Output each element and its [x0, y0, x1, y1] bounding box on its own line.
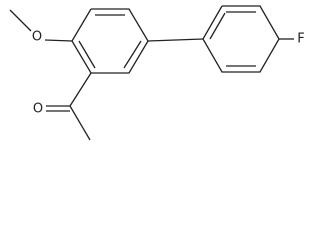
- left-ring: [71, 8, 149, 74]
- double-bond: [78, 40, 96, 69]
- c-o-bond: [44, 39, 73, 42]
- atom-label: F: [297, 32, 304, 47]
- double-bond: [209, 12, 226, 40]
- atom-label: O: [32, 30, 42, 45]
- double-bond: [123, 40, 142, 69]
- right-ring: [202, 5, 280, 73]
- methyl-bond: [69, 105, 91, 141]
- page: O F O (() => { const data = JSON.parse(d…: [9, 5, 305, 141]
- biaryl-bond: [147, 38, 204, 42]
- structure: O F O: [9, 5, 305, 141]
- bonds: [9, 5, 294, 141]
- o-ch3-bond: [9, 9, 32, 32]
- atom-label: O: [33, 102, 43, 117]
- c-c-bond: [69, 72, 92, 107]
